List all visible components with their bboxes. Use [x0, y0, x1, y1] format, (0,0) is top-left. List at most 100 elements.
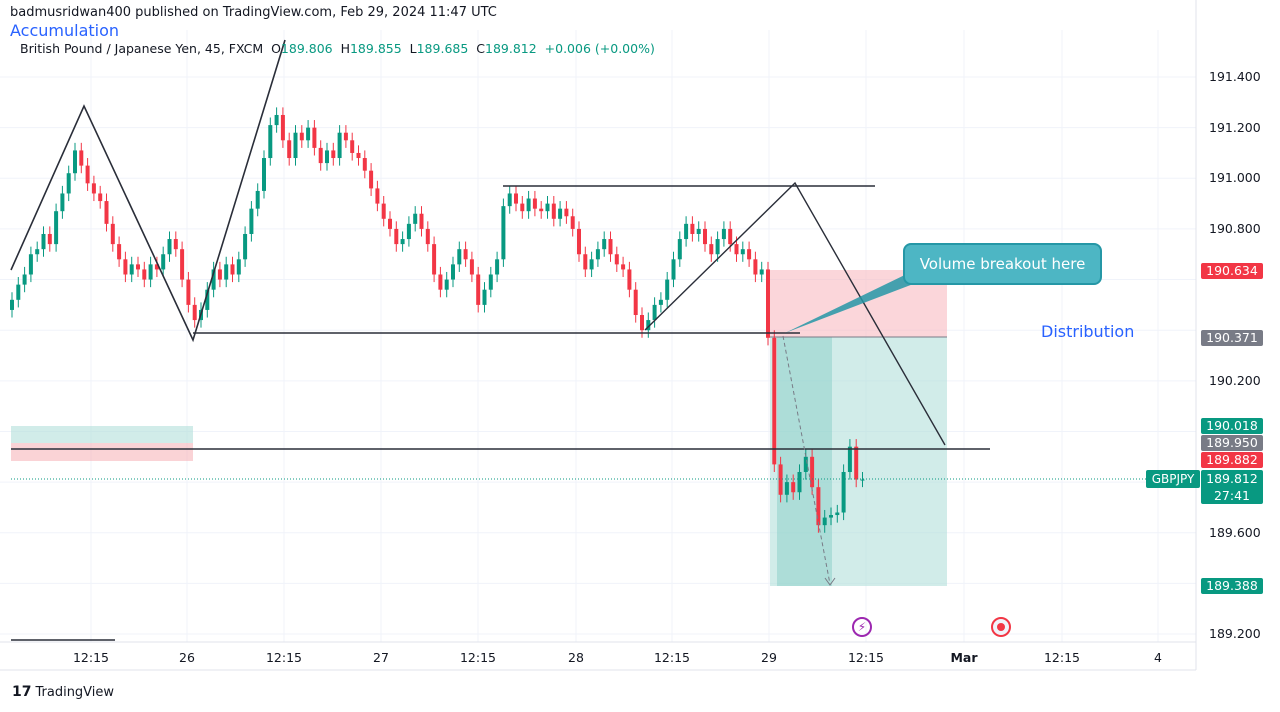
candle-body: [343, 132, 348, 141]
candle-body: [690, 223, 695, 234]
volume-breakout-callout[interactable]: Volume breakout here: [903, 243, 1102, 285]
candle-body: [192, 304, 197, 321]
candle-body: [816, 487, 821, 526]
candle-body: [677, 239, 682, 260]
arrow-head-icon: [824, 577, 836, 586]
candle-body: [602, 239, 607, 250]
candle-body: [350, 140, 355, 153]
projection-arrow: [782, 335, 831, 585]
candle-body: [356, 152, 361, 159]
candle-body: [791, 482, 796, 493]
candle-body: [406, 223, 411, 240]
brand-name: TradingView: [35, 684, 115, 700]
candle-body: [715, 239, 720, 255]
candle-body: [457, 249, 462, 265]
time-tick: 28: [568, 650, 584, 665]
high-label: H: [340, 41, 350, 56]
candle-body: [243, 233, 248, 260]
price-tick: 191.200: [1209, 119, 1261, 135]
accumulation-zone-green[interactable]: [11, 426, 193, 443]
candle-body: [652, 304, 657, 321]
candle-body: [810, 456, 815, 488]
candle-body: [854, 446, 859, 480]
candle-body: [142, 269, 147, 280]
tradingview-footer[interactable]: 𝟭𝟳 TradingView: [12, 684, 114, 700]
instrument-name[interactable]: British Pound / Japanese Yen, 45, FXCM: [20, 41, 264, 56]
candle-body: [558, 208, 563, 219]
candle-body: [28, 254, 33, 275]
candle-body: [10, 299, 14, 310]
candle-body: [589, 259, 594, 270]
candle-body: [539, 208, 544, 212]
zigzag-trendline[interactable]: [10, 39, 286, 343]
candle-body: [614, 254, 619, 265]
candle-body: [778, 464, 783, 495]
time-tick: 27: [373, 650, 389, 665]
candle-body: [595, 249, 600, 260]
candle-body: [117, 244, 122, 260]
ohlc-legend: British Pound / Japanese Yen, 45, FXCM O…: [20, 41, 655, 57]
price-label: 190.634: [1201, 262, 1263, 279]
candle-body: [54, 211, 59, 245]
time-tick: 4: [1154, 650, 1162, 665]
candle-body: [249, 208, 254, 234]
candle-body: [85, 165, 90, 184]
time-tick: 12:15: [847, 650, 885, 665]
close-value: 189.812: [485, 41, 537, 56]
price-tick: 189.200: [1209, 626, 1261, 642]
candle-body: [299, 132, 304, 141]
candle-body: [104, 201, 109, 224]
symbol-label: GBPJPY: [1146, 470, 1200, 488]
candle-body: [444, 279, 449, 290]
candle-body: [627, 269, 632, 290]
candle-body: [388, 218, 392, 229]
wedge-trendline[interactable]: [644, 181, 946, 446]
current-price: 189.812: [1206, 471, 1258, 486]
candle-body: [369, 170, 374, 189]
position-target-zone[interactable]: [770, 337, 947, 586]
candle-body: [476, 274, 481, 305]
candle-body: [721, 228, 726, 240]
candle-body: [501, 206, 506, 260]
candle-body: [860, 479, 865, 481]
candle-body: [646, 320, 651, 331]
candle-body: [753, 259, 758, 275]
candles: [10, 107, 865, 533]
candle-body: [740, 249, 745, 255]
candle-body: [274, 114, 279, 126]
distribution-label[interactable]: Distribution: [1041, 322, 1135, 341]
candle-body: [41, 233, 46, 250]
bar-countdown: 27:41: [1213, 488, 1251, 503]
publish-info: badmusridwan400 published on TradingView…: [10, 5, 497, 20]
candle-body: [463, 249, 468, 260]
candle-body: [173, 239, 178, 250]
candle-body: [734, 244, 739, 255]
candle-body: [747, 249, 752, 260]
candle-body: [482, 289, 487, 305]
time-tick: 12:15: [1043, 650, 1081, 665]
candle-body: [22, 274, 27, 285]
price-tick: 190.200: [1209, 372, 1261, 388]
candle-body: [438, 274, 443, 290]
candle-body: [35, 249, 40, 255]
record-event-icon[interactable]: [991, 617, 1011, 637]
candle-body: [419, 213, 424, 229]
price-label: 190.371: [1201, 329, 1263, 346]
candle-body: [236, 259, 241, 275]
candle-body: [759, 269, 764, 275]
candle-body: [224, 264, 229, 280]
candle-body: [658, 299, 663, 305]
candle-body: [337, 132, 342, 159]
candle-body: [287, 140, 292, 159]
accumulation-zone-red[interactable]: [11, 443, 193, 461]
time-tick: 29: [761, 650, 777, 665]
accumulation-label[interactable]: Accumulation: [10, 21, 120, 40]
candle-body: [551, 203, 556, 219]
candle-body: [640, 315, 644, 331]
time-tick: 26: [179, 650, 195, 665]
candle-body: [60, 193, 65, 212]
open-label: O: [271, 41, 281, 56]
candle-body: [432, 244, 437, 275]
lightning-event-icon[interactable]: ⚡: [852, 617, 872, 637]
